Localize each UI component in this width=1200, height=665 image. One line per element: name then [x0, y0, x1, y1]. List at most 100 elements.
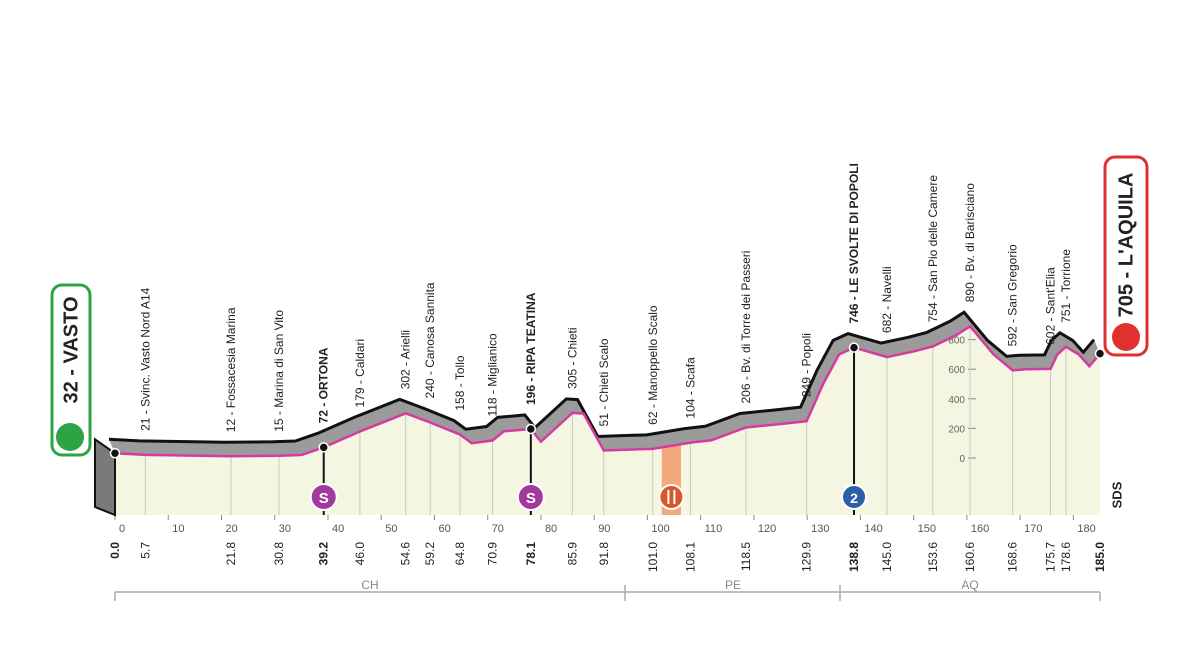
km-tick-label: 180: [1077, 523, 1095, 535]
background-layer: 0 10 20 30 40 50 60 70 80 90 100 110 120 130 140 150 160…: [114, 326, 1100, 535]
start-icon: [56, 423, 84, 451]
waypoint-km: 59.2: [423, 542, 437, 566]
finish-dot: [1094, 348, 1106, 359]
feed-icon: [658, 484, 685, 510]
start-km: 0.0: [108, 542, 122, 559]
finish-badge: [1103, 155, 1149, 357]
km-tick-label: 150: [918, 523, 936, 535]
waypoint-label: 602 - Sant'Elia: [1043, 267, 1057, 345]
waypoint-dot: [318, 442, 329, 453]
waypoint-km: 5.7: [138, 542, 152, 559]
km-tick-label: 70: [492, 523, 504, 535]
km-tick-label: 120: [758, 523, 776, 535]
altitude-tick-label: 200: [948, 424, 965, 435]
waypoint-label: 240 - Canosa Sannita: [423, 282, 437, 398]
waypoint-label: 890 - Bv. di Barisciano: [963, 183, 977, 302]
waypoint-km: 118.5: [739, 542, 753, 571]
waypoint-km: 138.8: [847, 542, 861, 572]
km-tick-label: 0: [119, 523, 125, 535]
altitude-tick-label: 800: [948, 336, 965, 347]
km-tick-label: 130: [811, 523, 829, 535]
waypoint-label: 305 - Chieti: [565, 327, 579, 388]
logo: SDS: [1109, 481, 1124, 508]
km-tick-label: 100: [651, 523, 669, 535]
altitude-tick-label: 400: [948, 395, 965, 406]
region-label: AQ: [961, 578, 978, 592]
waypoint-km: 54.6: [399, 542, 413, 566]
waypoint-dot: [848, 342, 860, 353]
km-tick-label: 80: [545, 523, 557, 535]
waypoint-label: 249 - Popoli: [800, 333, 814, 397]
region-label: CH: [361, 578, 378, 592]
waypoint-km: 91.8: [597, 542, 611, 566]
profile-line: [114, 324, 1101, 458]
km-tick-label: 170: [1024, 523, 1042, 535]
waypoint-label: 158 - Tollo: [453, 355, 467, 410]
waypoint-label: 104 - Scafa: [684, 357, 698, 419]
waypoint-label: 62 - Manoppello Scalo: [646, 305, 660, 425]
waypoint-km: 21.8: [224, 542, 238, 566]
waypoint-dot: [525, 423, 537, 435]
waypoint-km: 160.6: [963, 542, 977, 572]
waypoint-km: 46.0: [353, 542, 367, 566]
waypoint-km: 39.2: [317, 542, 331, 566]
waypoint-km: 178.6: [1059, 542, 1073, 572]
km-tick-label: 20: [225, 523, 237, 535]
waypoint-km: 30.8: [272, 542, 286, 566]
altitude-tick-label: 0: [959, 454, 965, 465]
waypoint-label: 15 - Marina di San Vito: [272, 310, 286, 432]
waypoint-label: 196 - RIPA TEATINA: [524, 292, 538, 405]
km-tick-label: 30: [279, 523, 291, 535]
waypoint-km: 64.8: [453, 542, 467, 566]
km-tick-label: 50: [385, 523, 397, 535]
waypoint-label: 51 - Chieti Scalo: [597, 338, 611, 426]
waypoint-km: 129.9: [800, 542, 814, 572]
waypoint-km: 70.9: [485, 542, 499, 566]
waypoint-km: 78.1: [524, 542, 538, 566]
sprint-icon: [516, 483, 545, 511]
waypoint-label: 751 - Torrione: [1059, 249, 1073, 323]
kom-category: 2: [850, 490, 858, 506]
waypoint-km: 101.0: [646, 542, 660, 572]
km-tick-label: 110: [705, 523, 723, 535]
finish-label: 705 - L'AQUILA: [1115, 173, 1137, 318]
finish-km: 185.0: [1093, 542, 1107, 572]
km-tick-label: 160: [971, 523, 989, 535]
waypoint-label: 21 - Svinc. Vasto Nord A14: [138, 287, 152, 431]
waypoint-label: 302 - Arielli: [399, 330, 413, 389]
waypoint-label: 118 - Miglianico: [485, 333, 499, 416]
waypoint-km: 85.9: [565, 542, 579, 566]
waypoint-label: 206 - Bv. di Torre dei Passeri: [739, 251, 753, 404]
start-badge: [50, 283, 92, 457]
start-dot: [109, 448, 121, 459]
waypoint-km: 145.0: [880, 542, 894, 572]
start-label: 32 - VASTO: [60, 296, 82, 403]
finish-icon: [1112, 323, 1140, 351]
waypoint-label: 12 - Fossacesia Marina: [224, 307, 238, 432]
sprint-symbol: S: [319, 490, 329, 507]
kom-icon: [841, 484, 868, 510]
waypoint-label: 682 - Navelli: [880, 266, 894, 333]
waypoint-label: 592 - San Gregorio: [1006, 244, 1020, 346]
profile-top: [108, 310, 1096, 444]
waypoint-label: 746 - LE SVOLTE DI POPOLI: [847, 163, 861, 323]
km-tick-label: 90: [598, 523, 610, 535]
waypoint-km: 153.6: [926, 542, 940, 572]
waypoint-km: 108.1: [684, 542, 698, 572]
start-wall: [94, 437, 116, 517]
waypoint-label: 179 - Caldari: [353, 339, 367, 408]
waypoint-label: 754 - San Pio delle Camere: [926, 175, 940, 323]
region-label: PE: [725, 578, 741, 592]
km-tick-label: 10: [172, 523, 184, 535]
waypoint-km: 168.6: [1006, 542, 1020, 572]
waypoint-km: 175.7: [1043, 542, 1057, 572]
km-tick-label: 140: [864, 523, 882, 535]
sprint-symbol: S: [526, 490, 536, 507]
waypoint-label: 72 - ORTONA: [317, 347, 331, 423]
km-tick-label: 40: [332, 523, 344, 535]
altitude-tick-label: 600: [948, 365, 965, 376]
sprint-icon: [309, 483, 338, 511]
km-tick-label: 60: [438, 523, 450, 535]
